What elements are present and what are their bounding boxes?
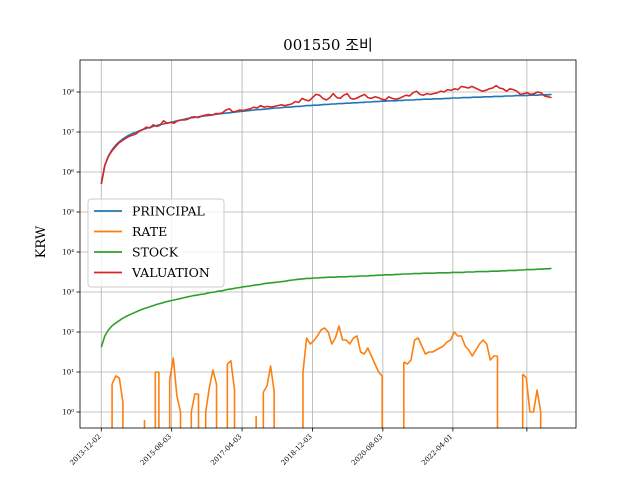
series-layer [100, 84, 552, 428]
y-tick-label: 10⁵ [62, 209, 74, 217]
series-line-stock [100, 267, 552, 348]
legend-label: STOCK [132, 245, 179, 260]
y-axis-label: KRW [34, 225, 49, 258]
y-tick-label: 10⁶ [62, 169, 74, 177]
y-tick-label: 10⁸ [62, 89, 74, 97]
axes-frame [79, 59, 577, 429]
legend: PRINCIPAL RATE STOCK VALUATION [87, 198, 225, 288]
legend-box [87, 198, 225, 288]
x-tick-label: 2022-04-01 [420, 433, 454, 467]
x-tick-label: 2015-08-03 [139, 433, 173, 467]
series-line-valuation [100, 84, 552, 185]
x-tick-label: 2017-04-03 [209, 433, 243, 467]
y-tick-label: 10² [62, 329, 74, 337]
chart-title: 001550 조비 [283, 36, 373, 54]
y-axis: 10⁰ 10¹ 10² 10³ 10⁴ 10⁵ 10⁶ 10⁷ 10⁸ [62, 89, 80, 417]
legend-label: RATE [132, 224, 167, 239]
x-tick-label: 2018-12-03 [280, 433, 314, 467]
y-tick-label: 10³ [62, 289, 74, 297]
series-line-rate [111, 325, 542, 413]
y-tick-label: 10⁰ [62, 409, 74, 417]
legend-label: VALUATION [131, 265, 210, 280]
legend-label: PRINCIPAL [132, 204, 205, 219]
x-tick-label: 2013-12-02 [68, 433, 102, 467]
y-tick-label: 10⁷ [62, 129, 74, 137]
x-axis: 2013-12-02 2015-08-03 2017-04-03 2018-12-03… [68, 428, 528, 467]
y-tick-label: 10¹ [62, 369, 74, 377]
series-line-principal [100, 93, 552, 185]
y-tick-label: 10⁴ [62, 249, 74, 257]
x-tick-label: 2020-08-03 [350, 433, 384, 467]
